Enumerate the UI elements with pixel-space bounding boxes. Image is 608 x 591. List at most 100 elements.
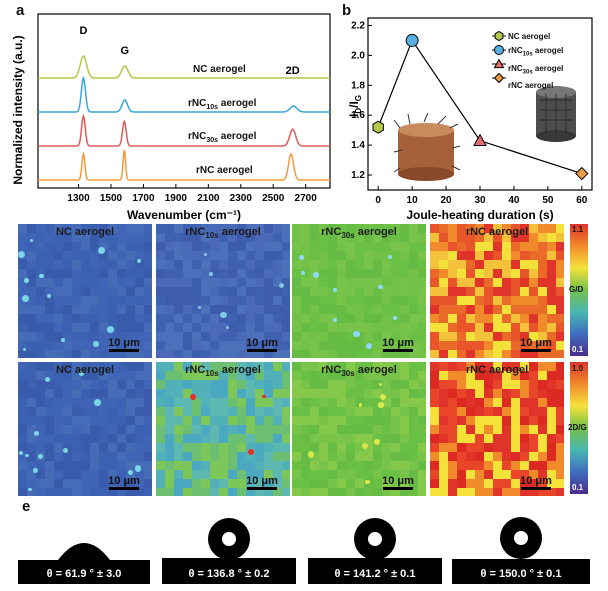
map-cell <box>165 278 174 287</box>
map-cell <box>418 425 426 434</box>
map-cell <box>117 488 126 496</box>
map-cell <box>484 305 493 314</box>
map-cell <box>301 224 310 233</box>
map-cell <box>117 233 126 242</box>
map-cell <box>174 332 183 341</box>
map-cell <box>237 350 246 358</box>
map-cell <box>547 443 556 452</box>
map-cell <box>201 488 210 496</box>
scale-bar: 10 μm <box>378 337 418 352</box>
map-cell <box>174 434 183 443</box>
map-cell <box>246 260 255 269</box>
map-cell <box>54 371 63 380</box>
map-cell <box>36 371 45 380</box>
map-cell <box>466 479 475 488</box>
map-cell <box>273 470 282 479</box>
map-cell <box>228 461 237 470</box>
map-cell <box>328 443 337 452</box>
map-cell <box>156 260 165 269</box>
map-cell <box>538 332 547 341</box>
map-cell <box>520 452 529 461</box>
map-cell <box>36 269 45 278</box>
map-cell <box>90 350 99 358</box>
map-cell <box>282 488 290 496</box>
map-cell <box>355 305 364 314</box>
contact-angle-label: θ = 136.8 ° ± 0.2 <box>188 568 270 580</box>
map-cell <box>502 350 511 358</box>
map-cell <box>264 398 273 407</box>
map-cell <box>54 251 63 260</box>
map-cell <box>430 434 439 443</box>
map-cell <box>529 269 538 278</box>
map-cell <box>237 305 246 314</box>
map-cell <box>484 434 493 443</box>
map-cell <box>99 269 108 278</box>
map-spot <box>24 453 29 458</box>
map-cell <box>72 470 81 479</box>
map-cell <box>310 296 319 305</box>
map-cell <box>409 296 418 305</box>
map-cell <box>400 425 409 434</box>
map-cell <box>373 416 382 425</box>
map-cell <box>201 242 210 251</box>
map-cell <box>319 251 328 260</box>
map-spot <box>37 453 43 459</box>
map-cell <box>310 380 319 389</box>
map-cell <box>430 287 439 296</box>
id-ig-chart: ID/IG 0 10 20 30 40 50 601.21.41.61.82.02.2 Jo… <box>347 17 593 222</box>
map-cell <box>337 323 346 332</box>
map-cell <box>493 479 502 488</box>
map-cell <box>556 260 564 269</box>
map-cell <box>174 224 183 233</box>
map-cell <box>165 443 174 452</box>
map-cell <box>520 380 529 389</box>
map-cell <box>165 452 174 461</box>
map-cell <box>364 314 373 323</box>
map-cell <box>430 314 439 323</box>
map-cell <box>246 398 255 407</box>
raman-map-4: rNC aerogel 10 μm <box>430 224 564 358</box>
map-cell <box>165 242 174 251</box>
map-cell <box>457 479 466 488</box>
map-cell <box>538 443 547 452</box>
map-cell <box>135 350 144 358</box>
map-cell <box>457 305 466 314</box>
map-cell <box>457 407 466 416</box>
map-cell <box>63 443 72 452</box>
y-tick-label: 1.6 <box>351 110 365 121</box>
map-cell <box>246 233 255 242</box>
map-cell <box>400 260 409 269</box>
map-cell <box>237 233 246 242</box>
map-cell <box>292 470 301 479</box>
map-spot <box>197 305 202 310</box>
x-axis-label-b: Joule-heating duration (s) <box>406 208 553 222</box>
map-cell <box>282 434 290 443</box>
map-cell <box>54 242 63 251</box>
map-cell <box>301 233 310 242</box>
map-cell <box>475 416 484 425</box>
map-cell <box>228 260 237 269</box>
map-cell <box>301 242 310 251</box>
map-cell <box>63 389 72 398</box>
map-cell <box>346 287 355 296</box>
map-cell <box>99 251 108 260</box>
colorbar-d-top: 1.0 <box>572 364 584 373</box>
plot-frame-a <box>37 13 331 189</box>
map-cell <box>475 224 484 233</box>
map-cell <box>364 380 373 389</box>
map-cell <box>156 287 165 296</box>
map-cell <box>99 416 108 425</box>
map-cell <box>430 461 439 470</box>
map-cell <box>45 305 54 314</box>
map-cell <box>439 350 448 358</box>
map-cell <box>547 380 556 389</box>
map-cell <box>255 350 264 358</box>
map-cell <box>219 488 228 496</box>
map-cell <box>237 380 246 389</box>
map-cell <box>418 332 426 341</box>
map-cell <box>27 323 36 332</box>
droplet-4 <box>452 516 590 584</box>
map-cell <box>319 323 328 332</box>
map-cell <box>99 470 108 479</box>
map-cell <box>90 332 99 341</box>
